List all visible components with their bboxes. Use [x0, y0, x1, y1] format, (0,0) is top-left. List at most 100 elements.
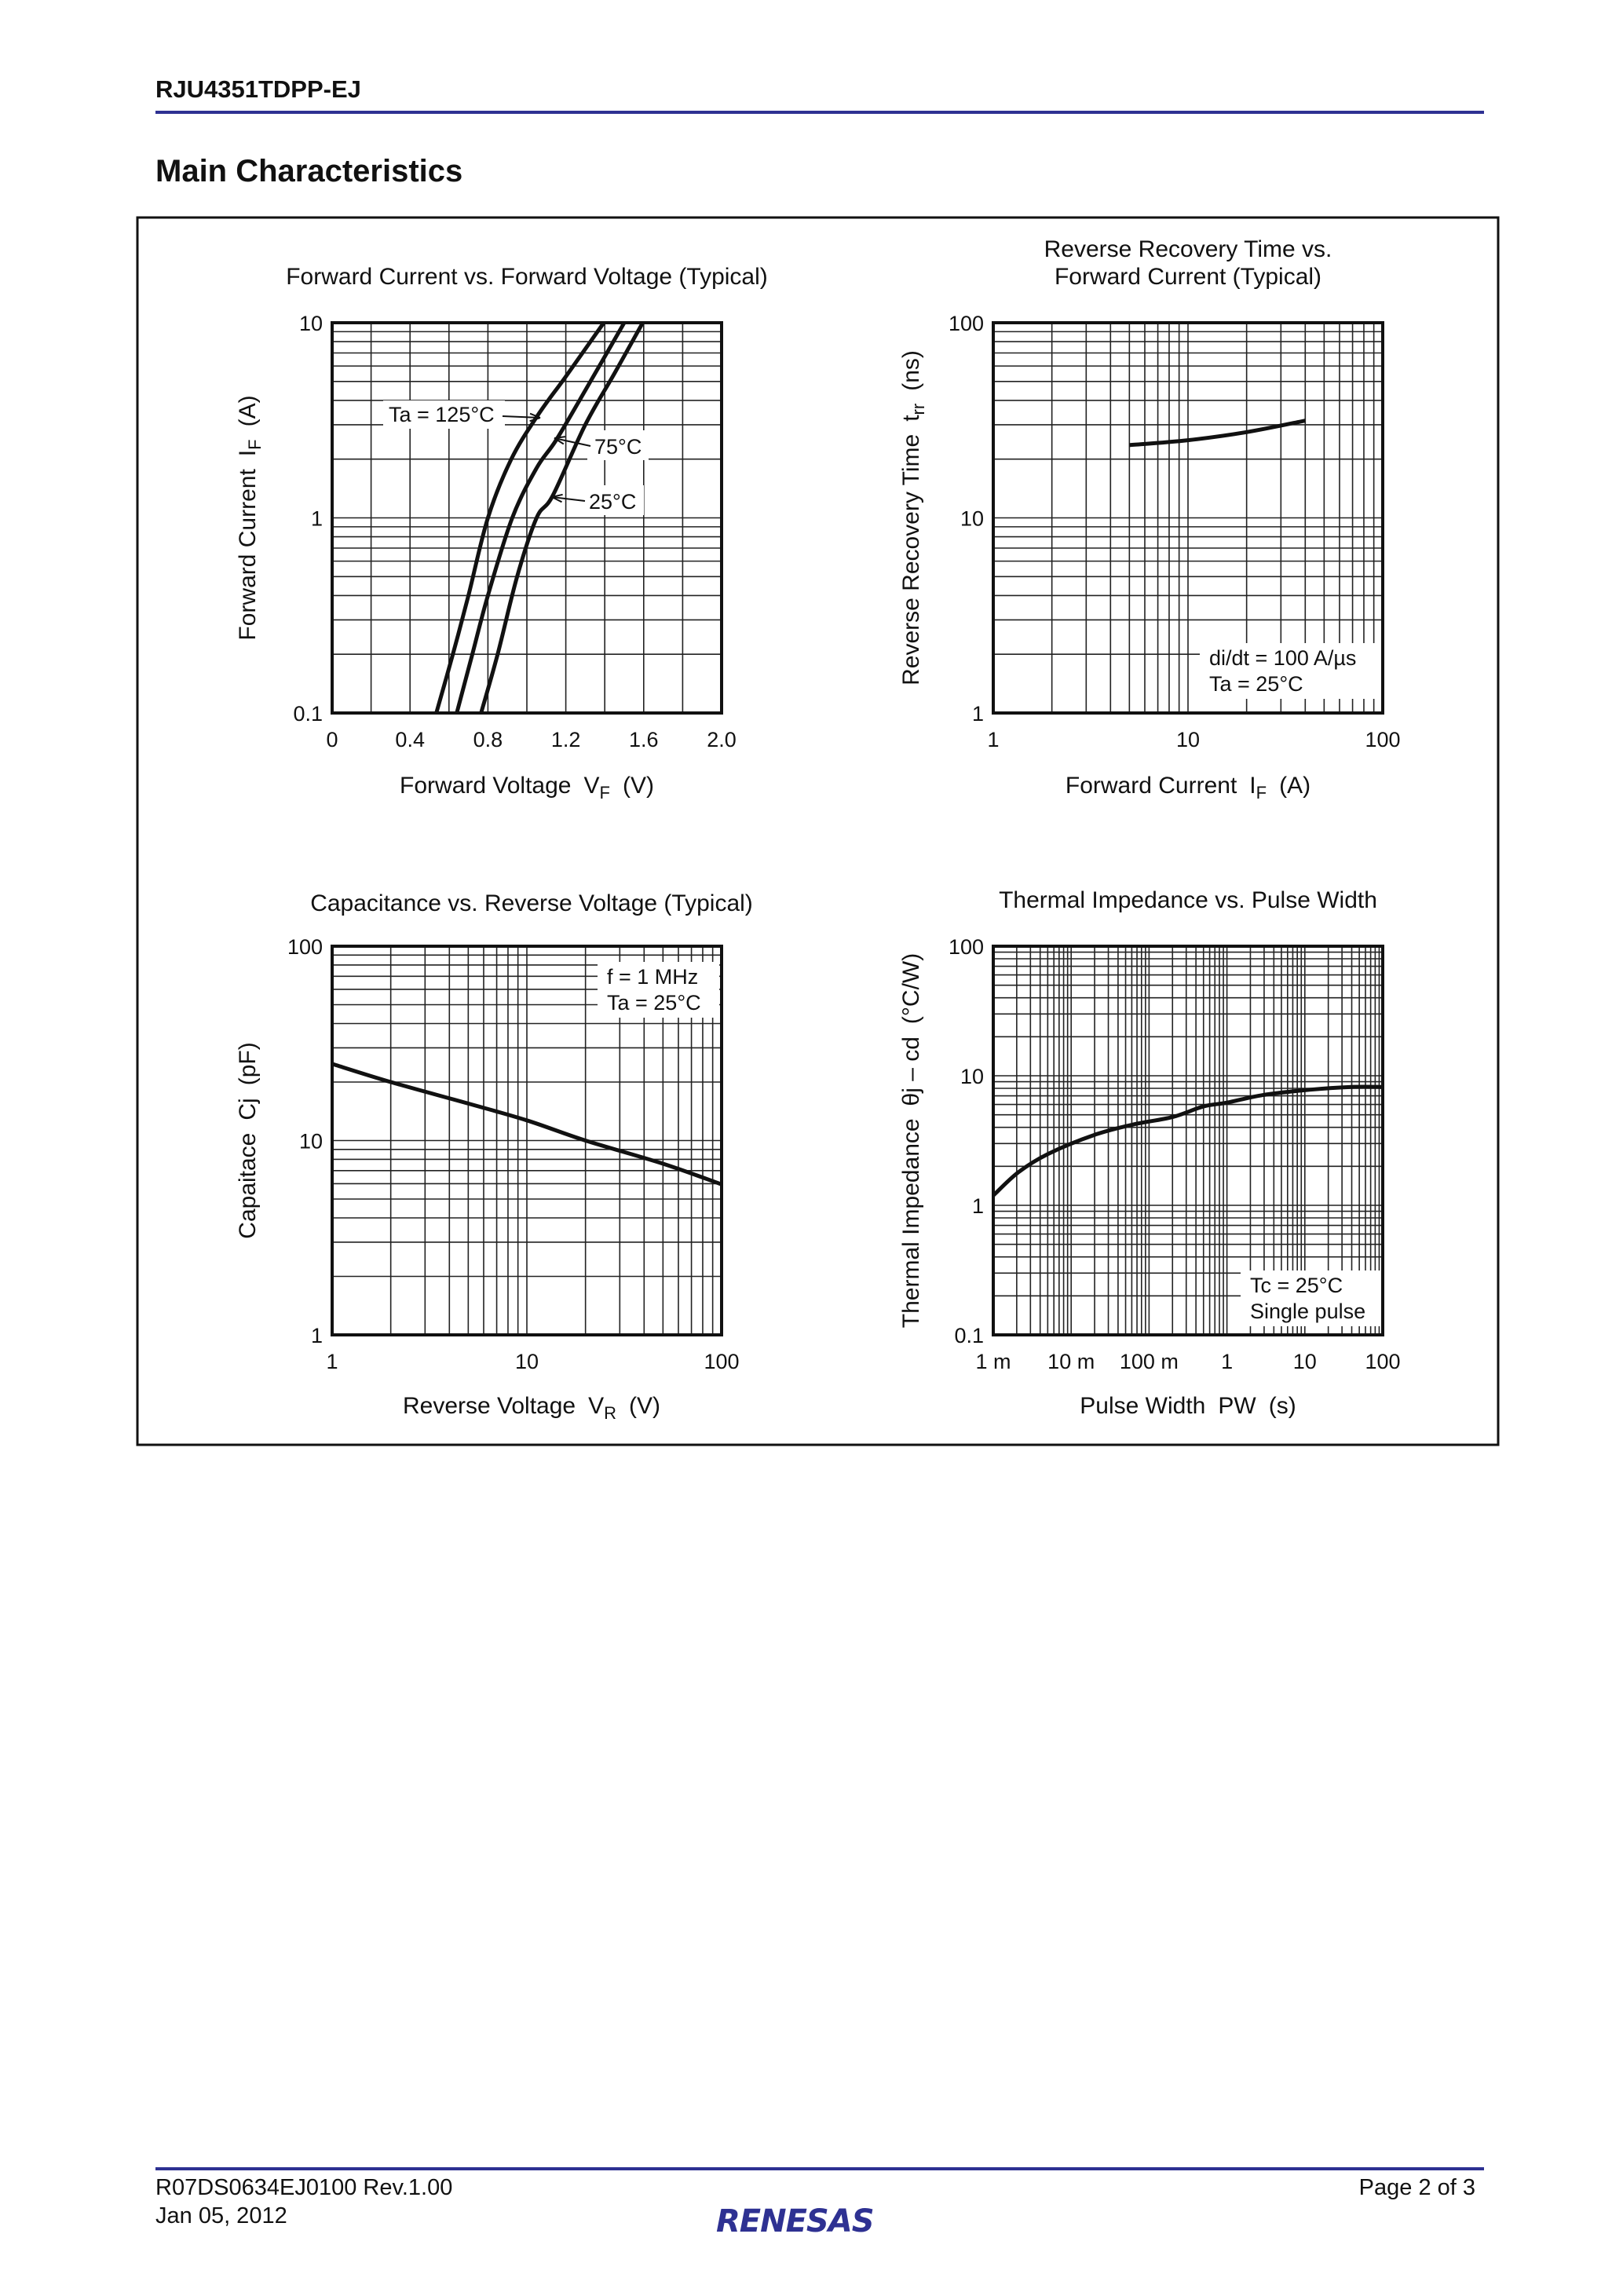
y-tick-label: 10 [960, 507, 984, 531]
ylabel-symbol: Cj [235, 1098, 261, 1120]
document-number: R07DS0634EJ0100 Rev.1.00 [155, 2175, 453, 2200]
xlabel-sub: F [1256, 783, 1267, 803]
y-axis-label: Capaitace Cj (pF) [235, 1042, 261, 1238]
figure-frame [136, 216, 1500, 1446]
x-tick-label: 1 [1221, 1350, 1233, 1373]
grid [993, 323, 1383, 713]
xlabel-symbol: I [1249, 773, 1256, 799]
x-tick-label: 10 [515, 1350, 539, 1373]
ylabel-text: Capaitace [235, 1133, 261, 1239]
y-tick-label: 1 [311, 507, 323, 531]
x-tick-label: 100 [704, 1350, 739, 1373]
series-label: Ta = 125°C [389, 403, 495, 426]
ylabel-symbol: t [898, 415, 924, 422]
document-date: Jan 05, 2012 [155, 2203, 287, 2228]
arrowhead-icon [554, 436, 566, 445]
ylabel-sub: rr [908, 404, 928, 415]
x-tick-label: 10 m [1047, 1350, 1095, 1373]
x-tick-label: 100 [1365, 1350, 1400, 1373]
xlabel-text: Forward Voltage [400, 773, 571, 799]
chart-title: Capacitance vs. Reverse Voltage (Typical… [310, 890, 753, 916]
chart-annotation: Ta = 25°C [607, 991, 701, 1015]
series-line-1 [331, 1062, 722, 1186]
x-tick-label: 10 [1293, 1350, 1317, 1373]
arrow-icon [551, 496, 586, 502]
x-axis-label: Forward Current IF (A) [1066, 773, 1310, 803]
xlabel-sub: R [604, 1403, 616, 1423]
chart-annotation: di/dt = 100 A/µs [1209, 646, 1356, 670]
arrowhead-icon [529, 412, 541, 422]
chart-title: Forward Current (Typical) [1055, 264, 1321, 290]
chart-annotation: Single pulse [1250, 1300, 1365, 1323]
series-line-1 [434, 321, 606, 714]
chart-title: Forward Current vs. Forward Voltage (Typ… [286, 264, 768, 290]
y-tick-label: 100 [949, 312, 984, 335]
arrow-icon [502, 415, 541, 419]
renesas-logo: RENESAS [716, 2203, 874, 2239]
section-title: Main Characteristics [155, 154, 463, 188]
ylabel-text: Forward Current [235, 469, 261, 641]
xlabel-symbol: PW [1218, 1393, 1256, 1419]
y-axis-label: Thermal Impedance θj – cd (°C/W) [898, 953, 924, 1328]
y-tick-label: 100 [287, 935, 323, 959]
series-line-2 [455, 321, 627, 714]
ylabel-text: Thermal Impedance [898, 1118, 924, 1328]
footer-divider [155, 2167, 1484, 2170]
y-tick-label: 0.1 [954, 1324, 984, 1347]
ylabel-sub: F [245, 439, 265, 449]
series-label-background [383, 400, 505, 429]
grid [332, 323, 722, 713]
y-axis-label: Reverse Recovery Time trr (ns) [898, 350, 928, 686]
x-axis-label: Forward Voltage VF (V) [400, 773, 654, 803]
xlabel-text: Forward Current [1066, 773, 1237, 799]
series-label-background [583, 485, 644, 515]
ylabel-unit: (pF) [235, 1042, 261, 1085]
chart-annotation: Ta = 25°C [1209, 672, 1303, 696]
plot-frame [331, 945, 723, 1336]
chart-title: Thermal Impedance vs. Pulse Width [999, 887, 1377, 913]
plot-frame [992, 945, 1384, 1336]
annotation-background [1241, 1270, 1398, 1326]
x-tick-label: 100 m [1120, 1350, 1179, 1373]
y-axis-label: Forward Current IF (A) [235, 395, 265, 640]
plot-frame [331, 321, 723, 715]
xlabel-symbol: V [588, 1393, 604, 1419]
plot-frame [992, 321, 1384, 715]
x-tick-label: 1.6 [629, 728, 659, 751]
chart-1: Ta = 125°C 75°C 25°C 0 0.4 0.8 1.2 1.6 2.0 0.1 1 10… [235, 264, 768, 803]
series-line-1 [1129, 419, 1306, 448]
x-tick-label: 2.0 [707, 728, 737, 751]
chart-annotation: f = 1 MHz [607, 965, 698, 989]
x-tick-label: 1.2 [551, 728, 581, 751]
chart-annotation: Tc = 25°C [1250, 1274, 1343, 1297]
annotation-background [1200, 643, 1404, 699]
ylabel-symbol: I [235, 450, 261, 456]
series-label: 75°C [594, 435, 642, 459]
y-tick-label: 10 [960, 1065, 984, 1088]
xlabel-unit: (V) [623, 773, 654, 799]
x-axis-label: Reverse Voltage VR (V) [403, 1393, 660, 1423]
ylabel-text: Reverse Recovery Time [898, 434, 924, 686]
xlabel-unit: (V) [629, 1393, 660, 1419]
x-tick-label: 0.4 [395, 728, 425, 751]
ylabel-unit: (°C/W) [898, 953, 924, 1024]
x-tick-label: 0.8 [473, 728, 503, 751]
xlabel-unit: (A) [1279, 773, 1310, 799]
y-tick-label: 100 [949, 935, 984, 959]
xlabel-text: Reverse Voltage [403, 1393, 576, 1419]
arrow-icon [554, 437, 591, 447]
x-tick-label: 100 [1365, 728, 1400, 751]
y-tick-label: 1 [311, 1324, 323, 1347]
ylabel-unit: (A) [235, 395, 261, 426]
x-tick-label: 0 [326, 728, 338, 751]
y-tick-label: 10 [299, 312, 323, 335]
series-label-background [587, 430, 649, 460]
xlabel-symbol: V [583, 773, 599, 799]
page-indicator: Page 2 of 3 [1358, 2175, 1475, 2200]
arrowhead-icon [551, 493, 563, 503]
xlabel-sub: F [600, 783, 610, 803]
y-tick-label: 0.1 [293, 702, 323, 726]
xlabel-unit: (s) [1269, 1393, 1296, 1419]
